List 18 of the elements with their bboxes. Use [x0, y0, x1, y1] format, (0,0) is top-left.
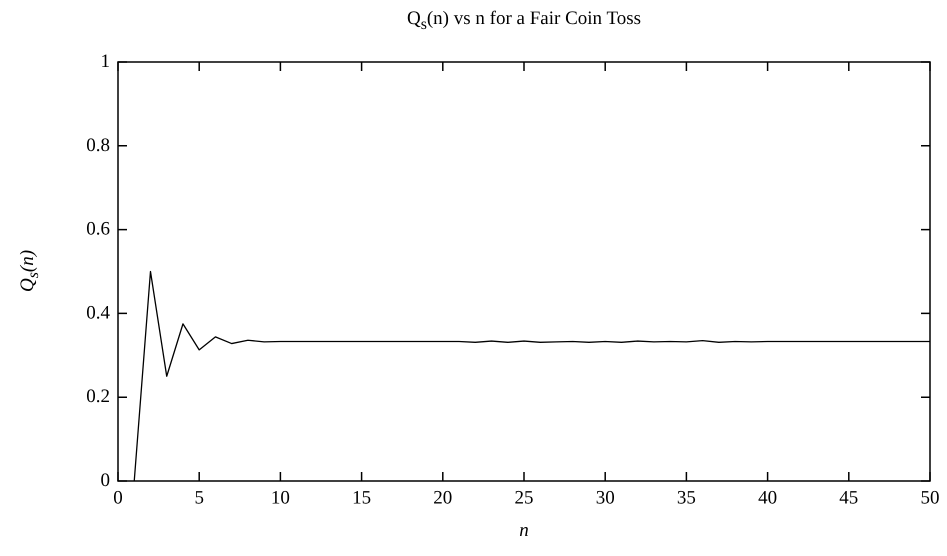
y-tick-label: 0.2	[86, 386, 110, 408]
x-tick-label: 45	[839, 487, 858, 508]
y-tick-label: 0.8	[86, 134, 110, 156]
x-tick-label: 10	[270, 487, 290, 508]
x-tick-label: 40	[758, 487, 778, 508]
x-tick-label: 35	[676, 487, 696, 508]
x-tick-label: 20	[433, 487, 452, 508]
y-tick-label: 0.6	[86, 218, 110, 240]
x-tick-label: 30	[596, 487, 615, 508]
y-tick-label: 0.4	[86, 302, 110, 324]
x-tick-label: 15	[352, 487, 372, 508]
x-tick-label: 25	[514, 487, 534, 508]
y-tick-label: 1	[100, 50, 110, 72]
chart-title: Q$_{s}$(n) vs n for a Fair Coin Toss	[406, 8, 642, 34]
x-axis-title: n	[518, 520, 530, 542]
x-tick-label: 5	[194, 487, 204, 508]
x-tick-label: 50	[920, 487, 940, 508]
y-tick-label: 0	[100, 470, 110, 491]
